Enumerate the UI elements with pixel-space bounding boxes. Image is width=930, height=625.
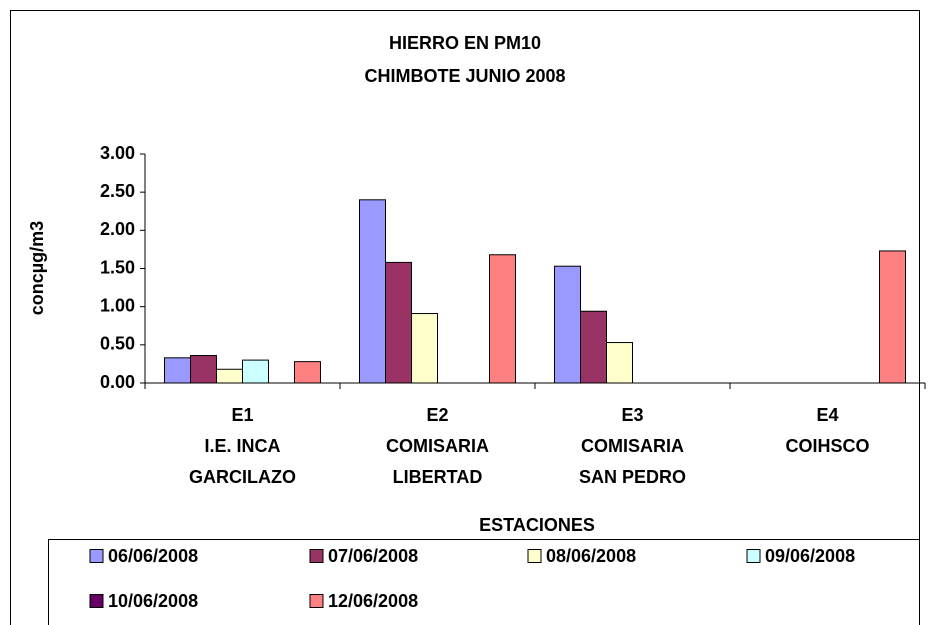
- bar: [554, 265, 581, 384]
- legend-label: 08/06/2008: [546, 546, 636, 566]
- x-tick-label: COMISARIA: [581, 436, 684, 456]
- bar: [606, 342, 633, 384]
- y-tick-label: 2.00: [100, 219, 135, 239]
- chart-frame: [10, 10, 920, 625]
- bar: [359, 199, 386, 384]
- x-axis-label: ESTACIONES: [479, 515, 595, 535]
- legend-label: 06/06/2008: [108, 546, 198, 566]
- y-tick-label: 0.00: [100, 372, 135, 392]
- x-tick-label: LIBERTAD: [393, 467, 483, 487]
- y-tick-label: 0.50: [100, 334, 135, 354]
- bar: [879, 250, 906, 384]
- x-tick-label: GARCILAZO: [189, 467, 296, 487]
- x-tick-label: I.E. INCA: [204, 436, 280, 456]
- bar: [580, 310, 607, 384]
- legend: [48, 539, 920, 625]
- legend-swatch: [527, 549, 542, 563]
- legend-label: 10/06/2008: [108, 591, 198, 611]
- y-tick-label: 2.50: [100, 181, 135, 201]
- bar: [242, 359, 269, 384]
- x-tick-label: E2: [426, 405, 448, 425]
- legend-label: 09/06/2008: [765, 546, 855, 566]
- legend-swatch: [309, 594, 324, 608]
- bar: [164, 357, 191, 384]
- y-axis-label: concµg/m3: [27, 221, 47, 315]
- bar: [294, 361, 321, 384]
- x-tick-label: E4: [816, 405, 838, 425]
- legend-swatch: [309, 549, 324, 563]
- legend-label: 07/06/2008: [328, 546, 418, 566]
- chart-title: HIERRO EN PM10: [389, 33, 541, 53]
- x-tick-label: SAN PEDRO: [579, 467, 686, 487]
- y-tick-label: 1.50: [100, 257, 135, 277]
- y-tick-label: 3.00: [100, 143, 135, 163]
- bar: [385, 261, 412, 384]
- legend-swatch: [89, 549, 104, 563]
- x-tick-label: COIHSCO: [785, 436, 869, 456]
- bar: [190, 355, 217, 384]
- legend-swatch: [746, 549, 761, 563]
- bar: [489, 254, 516, 384]
- bar: [216, 368, 243, 384]
- y-tick-label: 1.00: [100, 295, 135, 315]
- x-tick-label: COMISARIA: [386, 436, 489, 456]
- chart-subtitle: CHIMBOTE JUNIO 2008: [364, 66, 565, 86]
- legend-swatch: [89, 594, 104, 608]
- legend-label: 12/06/2008: [328, 591, 418, 611]
- x-tick-label: E3: [621, 405, 643, 425]
- bar: [411, 313, 438, 384]
- x-tick-label: E1: [231, 405, 253, 425]
